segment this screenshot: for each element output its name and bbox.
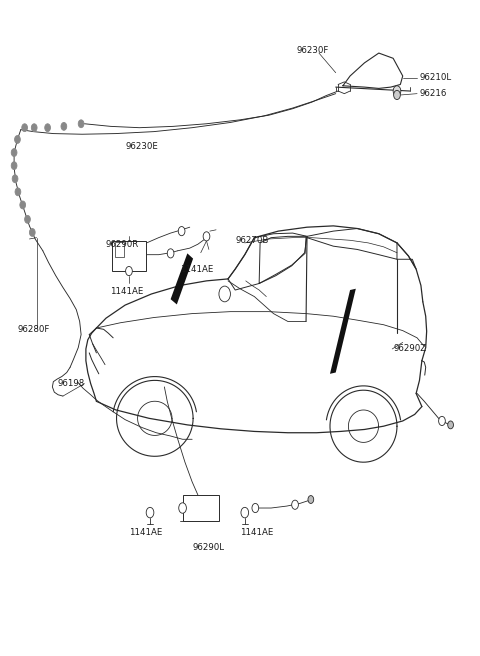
- Circle shape: [146, 507, 154, 518]
- Text: 1141AE: 1141AE: [180, 264, 214, 274]
- Circle shape: [11, 149, 17, 157]
- Circle shape: [241, 507, 249, 518]
- Circle shape: [393, 86, 401, 96]
- Circle shape: [292, 500, 299, 509]
- Circle shape: [20, 201, 25, 209]
- Text: 96198: 96198: [57, 379, 84, 388]
- Text: 96280F: 96280F: [17, 325, 50, 334]
- Circle shape: [22, 124, 27, 132]
- Circle shape: [14, 136, 20, 144]
- Bar: [183, 495, 219, 521]
- Text: 96230F: 96230F: [297, 46, 329, 55]
- Circle shape: [394, 91, 400, 100]
- Circle shape: [24, 215, 30, 223]
- Circle shape: [308, 495, 314, 503]
- Circle shape: [61, 123, 67, 131]
- Circle shape: [167, 249, 174, 258]
- Circle shape: [78, 120, 84, 128]
- Circle shape: [31, 124, 37, 132]
- Text: 96290Z: 96290Z: [393, 344, 426, 354]
- Circle shape: [126, 266, 132, 276]
- Circle shape: [203, 232, 210, 241]
- Circle shape: [219, 286, 230, 302]
- Text: 96290R: 96290R: [106, 239, 139, 249]
- Text: 96270B: 96270B: [235, 236, 269, 245]
- Circle shape: [45, 124, 50, 132]
- Text: 96210L: 96210L: [420, 73, 452, 83]
- Text: 1141AE: 1141AE: [240, 527, 274, 537]
- Circle shape: [11, 162, 17, 170]
- Circle shape: [252, 503, 259, 512]
- Circle shape: [439, 417, 445, 426]
- Bar: [115, 242, 124, 256]
- Text: 96290L: 96290L: [192, 543, 224, 552]
- Circle shape: [29, 228, 35, 236]
- Text: 1141AE: 1141AE: [129, 527, 162, 537]
- Bar: [112, 241, 146, 271]
- Circle shape: [178, 226, 185, 236]
- Polygon shape: [330, 289, 356, 374]
- Text: 96216: 96216: [420, 89, 447, 98]
- Polygon shape: [170, 253, 193, 304]
- Text: 96230E: 96230E: [125, 142, 158, 150]
- Circle shape: [15, 188, 21, 195]
- Text: 1141AE: 1141AE: [110, 287, 143, 296]
- Circle shape: [448, 421, 454, 429]
- Circle shape: [12, 174, 18, 182]
- Circle shape: [179, 502, 186, 513]
